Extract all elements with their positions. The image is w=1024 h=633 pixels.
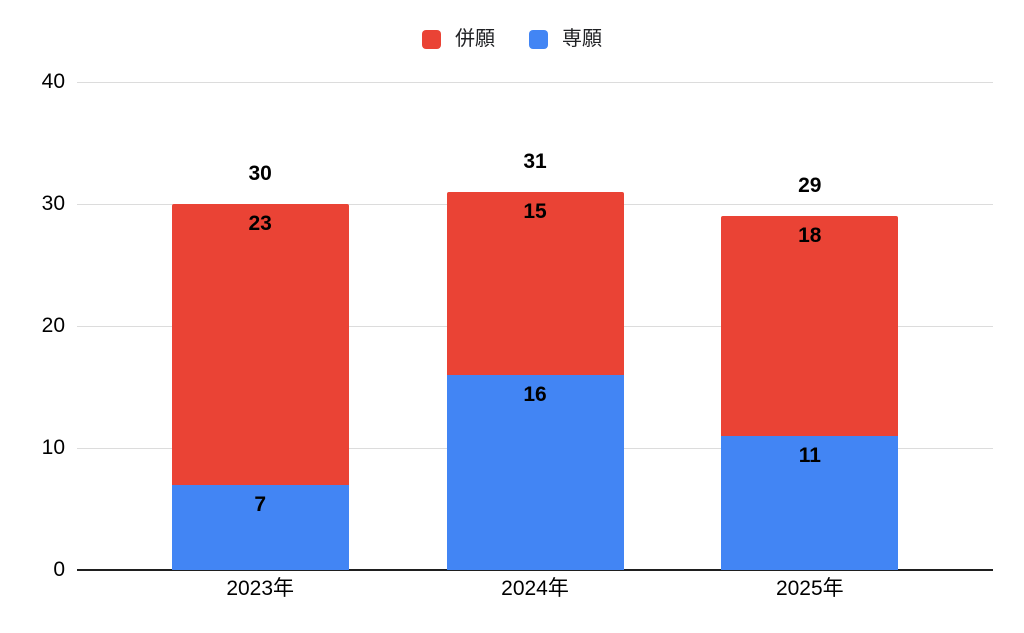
y-tick-label-10: 10 [41, 436, 65, 459]
legend-item-series-0: 併願 [422, 28, 495, 50]
bar-segment-併願-2025年 [721, 216, 899, 436]
x-axis-line [77, 569, 993, 571]
x-axis-label-2025年: 2025年 [775, 577, 844, 600]
x-axis-label-2023年: 2023年 [226, 577, 295, 600]
segment-value-label-専願-2024年: 16 [523, 382, 547, 406]
legend-label-series-0: 併願 [455, 28, 495, 50]
chart-legend: 併願 専願 [0, 28, 1024, 50]
segment-value-label-専願-2025年: 11 [798, 443, 821, 467]
legend-label-series-1: 専願 [562, 28, 602, 50]
y-tick-label-0: 0 [53, 558, 65, 581]
bar-total-label-2025年: 29 [798, 174, 822, 198]
bar-segment-専願-2024年 [446, 374, 624, 570]
bar-segment-併願-2023年 [171, 204, 349, 485]
segment-value-label-併願-2023年: 23 [248, 212, 272, 235]
legend-swatch-series-0 [422, 29, 441, 49]
bar-total-label-2024年: 31 [523, 149, 547, 173]
y-tick-label-20: 20 [41, 314, 65, 337]
legend-swatch-series-1 [529, 29, 548, 49]
y-tick-label-40: 40 [41, 70, 65, 93]
bar-total-label-2023年: 30 [248, 162, 272, 185]
bar-segment-併願-2024年 [446, 191, 624, 375]
legend-item-series-1: 専願 [529, 28, 602, 50]
segment-value-label-併願-2025年: 18 [798, 224, 822, 248]
x-axis-label-2024年: 2024年 [501, 577, 569, 600]
gridline-y-40 [77, 82, 993, 83]
y-tick-label-30: 30 [41, 192, 65, 215]
bar-segment-専願-2025年 [721, 435, 899, 570]
segment-value-label-併願-2024年: 15 [523, 199, 547, 223]
bar-segment-専願-2023年 [171, 484, 349, 570]
segment-value-label-専願-2023年: 7 [254, 492, 267, 516]
